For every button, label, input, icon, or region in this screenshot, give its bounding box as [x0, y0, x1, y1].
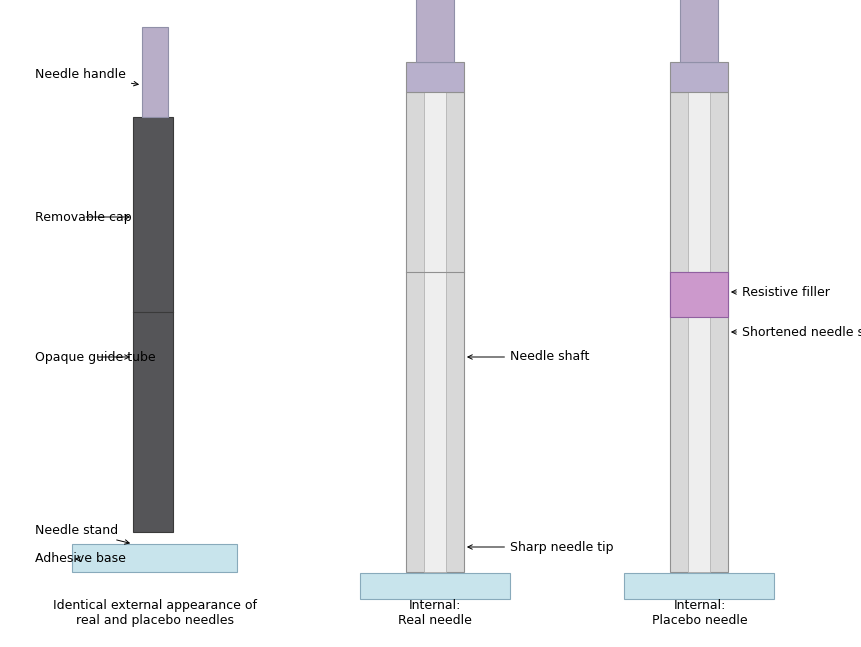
Text: Internal:
Real needle: Internal: Real needle — [398, 599, 471, 627]
Bar — [406, 62, 463, 92]
Text: Needle stand: Needle stand — [35, 523, 129, 544]
Text: Needle handle: Needle handle — [35, 69, 138, 86]
Bar — [360, 573, 510, 599]
Text: Internal:
Placebo needle: Internal: Placebo needle — [652, 599, 747, 627]
Text: Needle shaft: Needle shaft — [468, 351, 589, 364]
Bar — [669, 272, 728, 317]
Text: Removable cap: Removable cap — [35, 210, 132, 223]
Bar — [669, 62, 728, 92]
Text: Shortened needle shaft: Shortened needle shaft — [731, 325, 861, 338]
Bar — [679, 0, 717, 62]
Bar — [416, 0, 454, 62]
Text: Opaque guide tube: Opaque guide tube — [35, 351, 156, 364]
Text: Resistive filler: Resistive filler — [731, 285, 829, 298]
Bar — [424, 92, 445, 572]
Text: Adhesive base: Adhesive base — [35, 553, 126, 565]
Bar — [669, 92, 728, 572]
Bar — [142, 27, 168, 117]
Text: Identical external appearance of
real and placebo needles: Identical external appearance of real an… — [53, 599, 257, 627]
Bar — [406, 92, 463, 572]
Bar — [687, 92, 709, 572]
Text: Sharp needle tip: Sharp needle tip — [468, 540, 613, 553]
Bar — [133, 117, 173, 532]
Bar — [72, 544, 237, 572]
Bar — [623, 573, 773, 599]
